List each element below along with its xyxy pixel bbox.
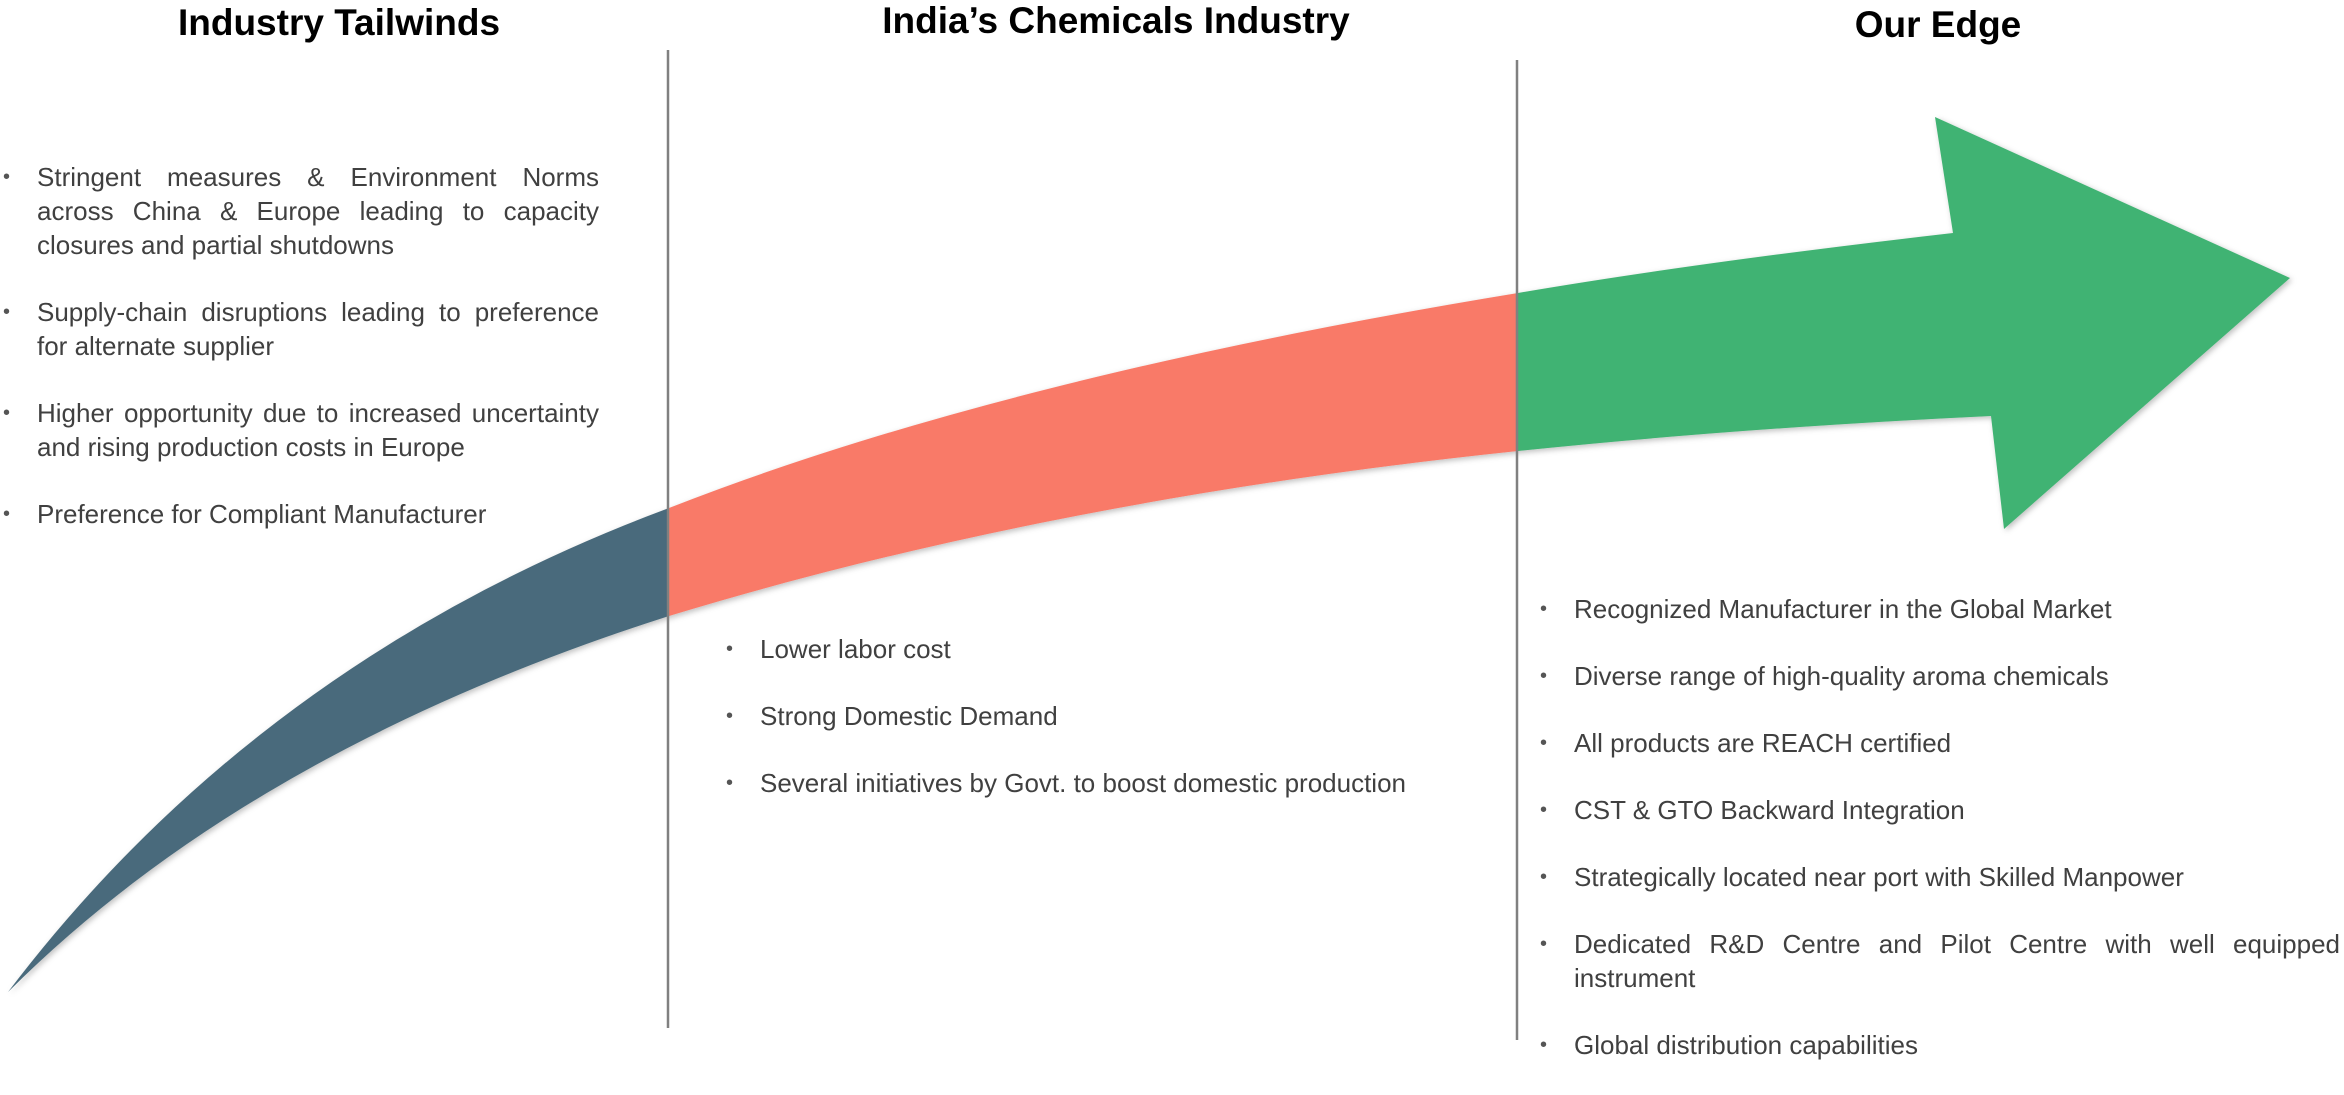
bullet-item: Supply-chain disruptions leading to pref… bbox=[3, 295, 599, 363]
bullet-item: Stringent measures & Environment Norms a… bbox=[3, 160, 599, 262]
column-title: India’s Chemicals Industry bbox=[882, 0, 1350, 41]
bullet-list: Stringent measures & Environment Norms a… bbox=[3, 160, 599, 564]
arrow-segment-green bbox=[1518, 117, 2290, 529]
column-title: Our Edge bbox=[1854, 4, 2022, 45]
bullet-item: Global distribution capabilities bbox=[1540, 1028, 2340, 1062]
arrow-graphic bbox=[8, 50, 2290, 1040]
bullet-item: All products are REACH certified bbox=[1540, 726, 2340, 760]
bullet-item: Preference for Compliant Manufacturer bbox=[3, 497, 599, 531]
bullet-item: CST & GTO Backward Integration bbox=[1540, 793, 2340, 827]
bullet-item: Higher opportunity due to increased unce… bbox=[3, 396, 599, 464]
page: Industry Tailwinds India’s Chemicals Ind… bbox=[0, 0, 2344, 1059]
bullet-list: Lower labor cost Strong Domestic Demand Se… bbox=[726, 632, 1466, 833]
bullet-item: Strategically located near port with Ski… bbox=[1540, 860, 2340, 894]
column-title: Industry Tailwinds bbox=[177, 2, 501, 43]
bullet-item: Strong Domestic Demand bbox=[726, 699, 1466, 733]
bullet-item: Lower labor cost bbox=[726, 632, 1466, 666]
arrow-segment-red bbox=[669, 293, 1518, 616]
bullet-item: Several initiatives by Govt. to boost do… bbox=[726, 766, 1466, 800]
arrow-segment-blue bbox=[8, 508, 669, 992]
bullet-list: Recognized Manufacturer in the Global Ma… bbox=[1540, 592, 2340, 1095]
bullet-item: Dedicated R&D Centre and Pilot Centre wi… bbox=[1540, 927, 2340, 995]
bullet-item: Recognized Manufacturer in the Global Ma… bbox=[1540, 592, 2340, 626]
bullet-item: Diverse range of high-quality aroma chem… bbox=[1540, 659, 2340, 693]
